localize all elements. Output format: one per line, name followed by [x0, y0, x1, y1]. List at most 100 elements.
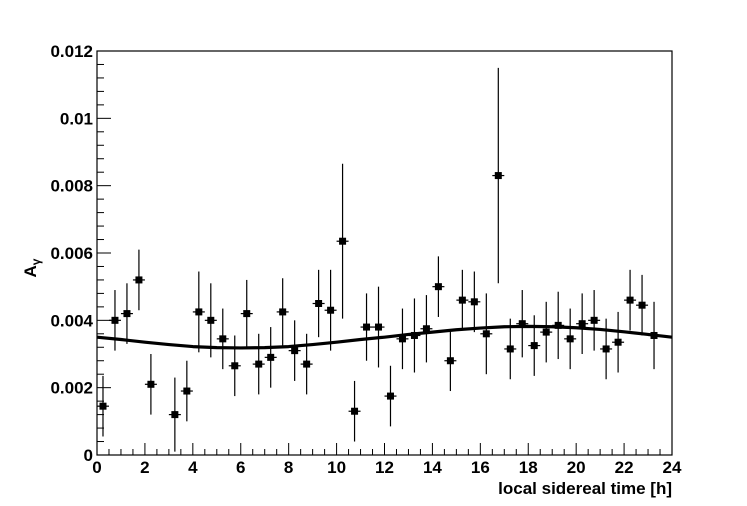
data-marker [638, 301, 646, 309]
data-marker [458, 296, 466, 304]
data-point [588, 290, 601, 351]
data-marker [530, 342, 538, 350]
data-point [300, 333, 313, 395]
data-marker [111, 316, 119, 324]
x-tick-label: 22 [615, 458, 634, 477]
y-tick-label: 0.008 [50, 177, 93, 196]
data-point [204, 283, 217, 358]
data-marker [339, 237, 347, 245]
data-marker [183, 387, 191, 395]
x-tick-label: 2 [140, 458, 149, 477]
data-marker [422, 325, 430, 333]
data-marker [267, 353, 275, 361]
y-axis-title-subscript: γ [29, 258, 43, 265]
data-marker [578, 320, 586, 328]
data-marker [590, 316, 598, 324]
data-point [264, 327, 277, 388]
data-marker [650, 331, 658, 339]
data-point [96, 375, 109, 437]
data-point [372, 286, 385, 368]
data-marker [255, 360, 263, 368]
data-point [552, 291, 565, 360]
data-point [444, 330, 457, 392]
data-marker [171, 411, 179, 419]
x-tick-label: 14 [423, 458, 442, 477]
data-marker [626, 296, 634, 304]
data-point [408, 298, 421, 373]
data-point [600, 318, 613, 380]
x-tick-label: 16 [471, 458, 490, 477]
plot-frame [96, 50, 673, 456]
data-point [216, 308, 229, 370]
plot-border [96, 50, 673, 456]
data-marker [99, 402, 107, 410]
data-marker [614, 338, 622, 346]
x-tick-label: 18 [519, 458, 538, 477]
data-point [576, 293, 589, 354]
y-axis-title: Aγ [21, 258, 43, 277]
data-point [456, 269, 469, 331]
data-point [192, 271, 205, 353]
x-tick-label: 12 [375, 458, 394, 477]
data-marker [494, 172, 502, 180]
data-marker [195, 308, 203, 316]
y-tick-label: 0.012 [50, 42, 93, 61]
data-marker [386, 392, 394, 400]
data-point [348, 380, 361, 442]
x-tick-label: 6 [236, 458, 245, 477]
data-marker [219, 335, 227, 343]
x-tick-label: 10 [327, 458, 346, 477]
x-tick-label: 20 [567, 458, 586, 477]
data-marker [506, 345, 514, 353]
y-tick-label: 0.002 [50, 379, 93, 398]
x-axis-title: local sidereal time [h] [498, 479, 672, 498]
data-marker [542, 328, 550, 336]
data-marker [147, 380, 155, 388]
data-point [336, 163, 349, 319]
x-tick-label: 0 [92, 458, 101, 477]
data-point [492, 67, 505, 284]
data-marker [446, 357, 454, 365]
data-point [144, 354, 157, 415]
data-point [636, 274, 649, 336]
data-point [228, 335, 241, 397]
data-marker [566, 335, 574, 343]
data-point [504, 318, 517, 380]
data-point [564, 308, 577, 370]
data-point [168, 377, 181, 452]
y-tick-label: 0.01 [60, 109, 93, 128]
data-point [420, 295, 433, 363]
data-marker [207, 316, 215, 324]
data-point [288, 320, 301, 381]
fit-curve [96, 324, 673, 350]
data-marker [123, 310, 131, 318]
data-point [648, 301, 661, 370]
data-points-layer [96, 67, 661, 452]
data-point [240, 279, 253, 348]
data-point [516, 290, 529, 358]
data-point [468, 271, 481, 333]
data-marker [482, 330, 490, 338]
data-point [540, 301, 553, 363]
data-marker [327, 306, 335, 314]
y-tick-label: 0.006 [50, 244, 93, 263]
data-marker [231, 362, 239, 370]
axis-ticks-layer: 0 2 4 6 8 10 12 14 16 18 20 22 2400.0020.0040.0060.0… [50, 42, 682, 477]
data-marker [135, 276, 143, 284]
data-point [480, 293, 493, 375]
data-point [324, 269, 337, 351]
data-point [384, 365, 397, 427]
x-tick-label: 24 [663, 458, 682, 477]
data-point [120, 283, 133, 344]
data-marker [363, 323, 371, 331]
data-point [360, 293, 373, 361]
data-marker [243, 310, 251, 318]
data-point [312, 269, 325, 338]
data-point [624, 269, 637, 331]
data-marker [303, 360, 311, 368]
y-axis-title-main: A [21, 265, 40, 277]
x-tick-label: 4 [188, 458, 198, 477]
data-point [252, 333, 265, 395]
